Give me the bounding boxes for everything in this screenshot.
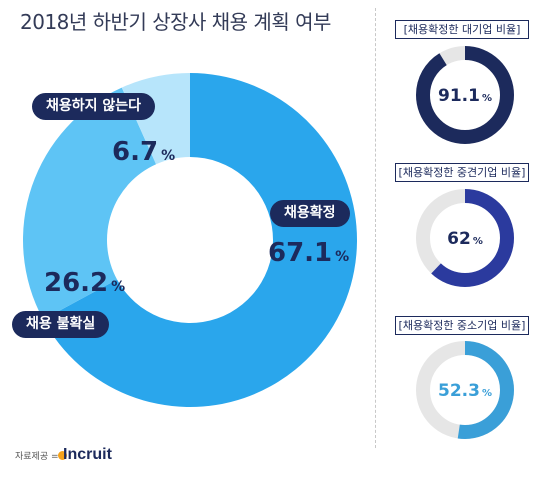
label-uncertain-pill: 채용 불확실 bbox=[12, 311, 110, 338]
incruit-logo: Incruit bbox=[63, 446, 112, 463]
confirmed-value-unit: % bbox=[335, 249, 350, 265]
small-company-title: [채용확정한 중소기업 비율] bbox=[395, 316, 529, 335]
not-hiring-value-unit: % bbox=[161, 148, 176, 164]
uncertain-value-number: 26.2 bbox=[44, 268, 109, 298]
ring-value-label: 62% bbox=[447, 229, 483, 249]
main-donut-chart bbox=[22, 73, 357, 407]
label-confirmed-value: 67.1% bbox=[268, 238, 349, 268]
label-not-hiring-pill: 채용하지 않는다 bbox=[32, 93, 156, 120]
confirmed-value-number: 67.1 bbox=[268, 238, 333, 268]
label-confirmed-pill: 채용확정 bbox=[270, 200, 350, 227]
incruit-logo-dot bbox=[58, 451, 67, 460]
donut-slice-0 bbox=[43, 73, 357, 407]
label-uncertain-value: 26.2% bbox=[44, 268, 125, 298]
midsize-company-ring: 62% bbox=[416, 189, 514, 287]
large-company-title: [채용확정한 대기업 비율] bbox=[395, 20, 529, 39]
label-not-hiring-value: 6.7% bbox=[112, 137, 175, 167]
ring-value-arc bbox=[416, 46, 514, 144]
source-label: 자료제공 = bbox=[15, 452, 59, 462]
small-company-ring: 52.3% bbox=[416, 341, 514, 439]
midsize-company-title: [채용확정한 중견기업 비율] bbox=[395, 163, 529, 182]
page-title: 2018년 하반기 상장사 채용 계획 여부 bbox=[20, 10, 331, 34]
ring-value-arc bbox=[416, 189, 514, 287]
donut-slice-1 bbox=[22, 87, 157, 320]
large-company-ring: 91.1% bbox=[416, 46, 514, 144]
divider bbox=[375, 8, 376, 448]
ring-value-label: 91.1% bbox=[438, 86, 492, 106]
uncertain-value-unit: % bbox=[111, 279, 126, 295]
not-hiring-value-number: 6.7 bbox=[112, 137, 159, 167]
ring-value-arc bbox=[416, 341, 514, 439]
ring-value-label: 52.3% bbox=[438, 381, 492, 401]
